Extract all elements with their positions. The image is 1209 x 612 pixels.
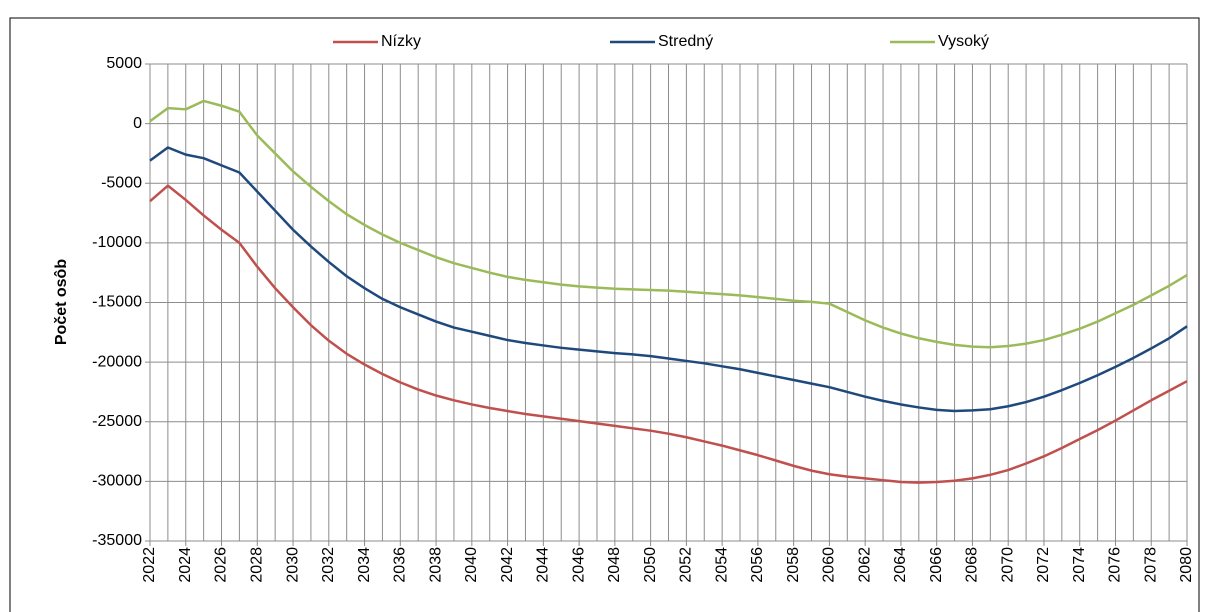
x-tick-label: 2046 <box>570 547 587 583</box>
x-tick-label: 2044 <box>535 547 552 583</box>
x-tick-label: 2064 <box>892 547 909 583</box>
legend-label: Nízky <box>381 33 421 50</box>
legend-label: Stredný <box>658 33 713 50</box>
y-tick-label: -10000 <box>92 234 142 251</box>
x-tick-label: 2056 <box>749 547 766 583</box>
x-tick-label: 2022 <box>141 547 158 583</box>
series-line <box>149 184 1188 484</box>
y-tick-label: 0 <box>133 115 142 132</box>
x-tick-label: 2062 <box>856 547 873 583</box>
series-line <box>149 99 1188 349</box>
y-tick-label: -25000 <box>92 413 142 430</box>
x-tick-label: 2038 <box>427 547 444 583</box>
y-tick-label: 5000 <box>106 55 142 72</box>
x-tick-label: 2024 <box>177 547 194 583</box>
x-tick-label: 2028 <box>248 547 265 583</box>
x-tick-label: 2034 <box>356 547 373 583</box>
y-tick-label: -30000 <box>92 473 142 490</box>
x-tick-label: 2030 <box>284 547 301 583</box>
x-tick-label: 2032 <box>320 547 337 583</box>
y-tick-label: -20000 <box>92 353 142 370</box>
y-tick-label: -35000 <box>92 532 142 549</box>
y-tick-label: -15000 <box>92 294 142 311</box>
x-tick-label: 2060 <box>821 547 838 583</box>
x-tick-label: 2080 <box>1178 547 1195 583</box>
y-tick-label: -5000 <box>101 174 142 191</box>
x-tick-label: 2078 <box>1142 547 1159 583</box>
x-tick-label: 2026 <box>213 547 230 583</box>
x-tick-label: 2036 <box>392 547 409 583</box>
series-line <box>149 146 1188 413</box>
x-tick-label: 2076 <box>1107 547 1124 583</box>
x-tick-label: 2070 <box>999 547 1016 583</box>
x-tick-label: 2074 <box>1071 547 1088 583</box>
x-tick-label: 2052 <box>678 547 695 583</box>
x-tick-label: 2068 <box>964 547 981 583</box>
x-tick-label: 2042 <box>499 547 516 583</box>
x-tick-label: 2072 <box>1035 547 1052 583</box>
y-axis-label: Počet osôb <box>53 259 70 345</box>
x-tick-label: 2050 <box>642 547 659 583</box>
chart-frame <box>9 17 1200 612</box>
x-tick-label: 2040 <box>463 547 480 583</box>
x-tick-label: 2058 <box>785 547 802 583</box>
x-tick-label: 2054 <box>713 547 730 583</box>
x-tick-label: 2048 <box>606 547 623 583</box>
x-tick-label: 2066 <box>928 547 945 583</box>
legend-label: Vysoký <box>938 33 989 50</box>
